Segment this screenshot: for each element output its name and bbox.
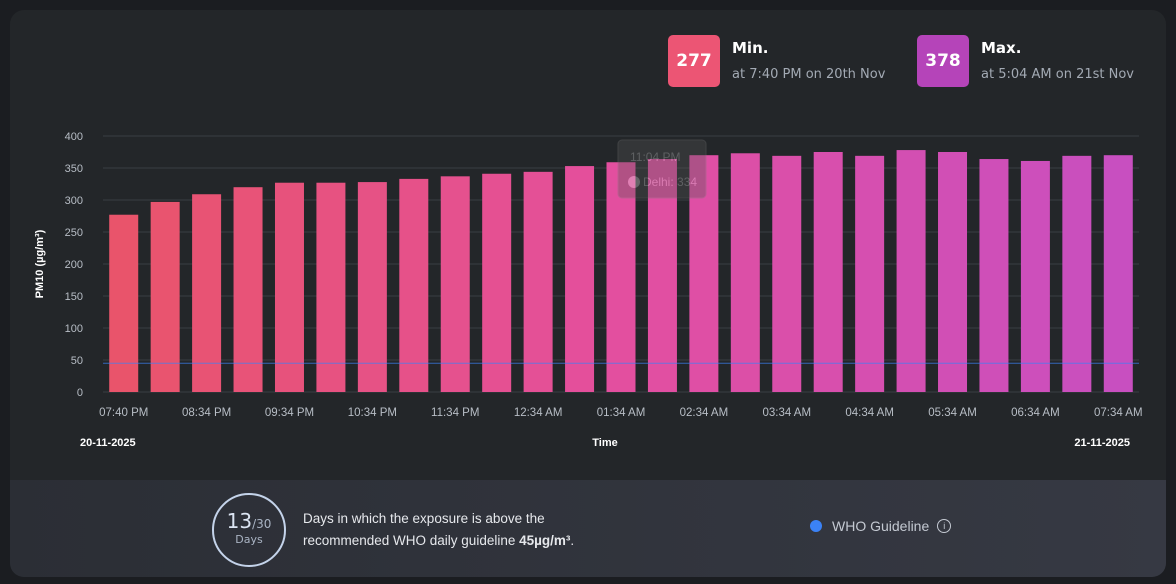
start-date: 20-11-2025 [80, 437, 136, 449]
y-tick-label: 400 [65, 131, 83, 143]
pm10-card: 277 Min. at 7:40 PM on 20th Nov 378 Max.… [10, 10, 1166, 577]
bar[interactable] [233, 187, 263, 392]
desc-line2: recommended WHO daily guideline [303, 533, 520, 548]
bar[interactable] [896, 150, 926, 392]
bar[interactable] [730, 153, 760, 392]
x-tick-label: 02:34 AM [680, 407, 729, 419]
bar[interactable] [1020, 160, 1050, 392]
bar[interactable] [1062, 155, 1092, 392]
bar[interactable] [399, 178, 429, 392]
y-axis-label: PM10 (µg/m³) [34, 229, 46, 298]
bar[interactable] [565, 166, 595, 392]
min-stat: 277 Min. at 7:40 PM on 20th Nov [668, 35, 885, 87]
bar[interactable] [855, 155, 885, 392]
bar[interactable] [109, 214, 139, 392]
max-badge: 378 [917, 35, 969, 87]
days-label: Days [235, 533, 263, 546]
exposure-summary: 13/30 Days Days in which the exposure is… [10, 480, 1166, 577]
bar-chart: 0 50 100 150 200 250 300 350 400 07:40 PM 08:34 PM… [34, 131, 1143, 449]
min-label: Min. [732, 39, 769, 57]
bar[interactable] [938, 152, 968, 392]
x-tick-label: 06:34 AM [1011, 407, 1060, 419]
y-tick-label: 200 [65, 259, 83, 271]
x-tick-label: 07:34 AM [1094, 407, 1143, 419]
x-tick-label: 11:34 PM [431, 407, 479, 419]
y-tick-label: 150 [65, 291, 83, 303]
x-tick-label: 12:34 AM [514, 407, 563, 419]
days-total: /30 [252, 517, 272, 531]
bar[interactable] [813, 152, 843, 392]
bar[interactable] [316, 182, 346, 392]
legend-label: WHO Guideline [832, 518, 930, 534]
x-tick-label: 03:34 AM [762, 407, 811, 419]
bar[interactable] [357, 182, 387, 392]
x-tick-label: 07:40 PM [99, 407, 148, 419]
y-tick-label: 50 [71, 355, 83, 367]
max-label: Max. [981, 39, 1022, 57]
min-badge: 277 [668, 35, 720, 87]
tooltip-dot-icon [628, 176, 640, 188]
y-tick-label: 350 [65, 163, 83, 175]
x-tick-label: 10:34 PM [348, 407, 397, 419]
bar[interactable] [606, 162, 636, 392]
end-date: 21-11-2025 [1074, 437, 1130, 449]
y-tick-label: 300 [65, 195, 83, 207]
info-icon[interactable]: i [937, 519, 952, 533]
bar[interactable] [772, 155, 802, 392]
bar[interactable] [1103, 155, 1133, 392]
bar[interactable] [150, 201, 180, 392]
y-tick-label: 100 [65, 323, 83, 335]
max-time: at 5:04 AM on 21st Nov [981, 67, 1135, 82]
bar[interactable] [482, 173, 512, 392]
y-tick-label: 0 [77, 387, 83, 399]
bar[interactable] [523, 171, 553, 392]
days-count: 13 [226, 509, 253, 533]
legend-dot-icon [810, 520, 822, 532]
x-tick-label: 08:34 PM [182, 407, 231, 419]
x-axis-label: Time [592, 437, 617, 449]
tooltip-value: Delhi: 334 [643, 175, 697, 189]
tooltip-time: 11:04 PM [630, 150, 680, 164]
desc-end: . [570, 533, 575, 548]
who-legend[interactable]: WHO Guideline i [810, 518, 952, 534]
x-tick-label: 09:34 PM [265, 407, 314, 419]
bar[interactable] [440, 176, 470, 392]
x-tick-label: 01:34 AM [597, 407, 646, 419]
bar[interactable] [647, 159, 677, 392]
days-circle: 13/30 Days [212, 493, 286, 567]
guideline-value: 45µg/m³ [519, 533, 571, 548]
exposure-description: Days in which the exposure is above the … [303, 508, 574, 552]
max-stat: 378 Max. at 5:04 AM on 21st Nov [917, 35, 1134, 87]
x-tick-label: 05:34 AM [928, 407, 977, 419]
bar[interactable] [979, 159, 1009, 392]
bar[interactable] [689, 155, 719, 392]
bar[interactable] [192, 194, 222, 392]
y-tick-label: 250 [65, 227, 83, 239]
desc-line1: Days in which the exposure is above the [303, 511, 545, 526]
min-time: at 7:40 PM on 20th Nov [732, 67, 886, 82]
bar[interactable] [274, 182, 304, 392]
tooltip: 11:04 PM Delhi: 334 [617, 139, 707, 199]
x-tick-label: 04:34 AM [845, 407, 894, 419]
